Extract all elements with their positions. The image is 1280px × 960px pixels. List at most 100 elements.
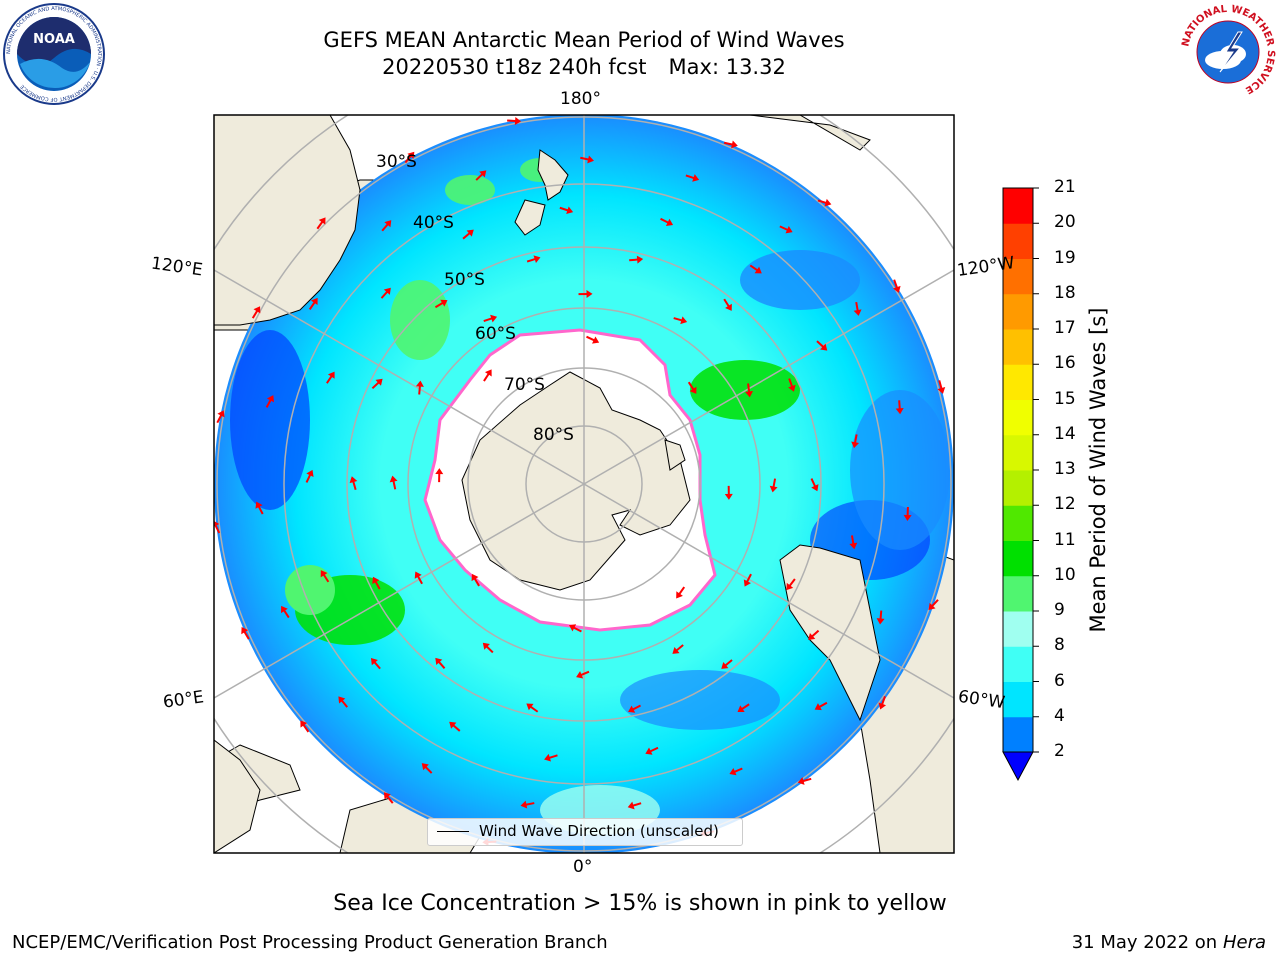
wave-arrow <box>788 378 796 392</box>
wave-arrow <box>729 767 743 776</box>
wave-arrow <box>559 206 574 215</box>
wave-arrow <box>723 298 732 311</box>
wave-arrow <box>471 573 480 587</box>
colorbar-tick-label: 13 <box>1054 459 1076 479</box>
wave-arrow <box>371 378 383 390</box>
footer-date: 31 May 2022 on Hera <box>1072 932 1266 953</box>
lat-label-30s: 30°S <box>376 152 417 172</box>
colorbar-tick-label: 14 <box>1054 423 1076 444</box>
wave-arrow <box>568 624 582 633</box>
colorbar-band <box>1003 223 1033 259</box>
wave-arrow <box>305 469 314 483</box>
wave-arrow <box>721 659 733 669</box>
wave-arrow <box>325 371 335 384</box>
wave-arrow <box>576 670 590 679</box>
wave-arrow <box>878 696 887 710</box>
wave-period-patches <box>230 158 950 835</box>
south-america-tip <box>779 544 881 722</box>
africa-tip <box>214 739 261 853</box>
plot-subtitle: 20220530 t18z 240h fcst Max: 13.32 <box>234 54 934 81</box>
wave-arrow <box>372 576 381 590</box>
wave-arrow <box>672 644 684 654</box>
wave-arrow <box>808 629 820 640</box>
lon-label-0: 0° <box>573 857 593 877</box>
wave-arrow <box>255 501 264 515</box>
wave-arrow <box>660 217 674 226</box>
colorbar-tick-label: 11 <box>1054 529 1076 550</box>
legend-line-sample <box>437 831 469 832</box>
wave-arrow <box>586 335 600 344</box>
wave-arrow <box>421 763 433 774</box>
wave-arrow <box>810 478 819 492</box>
footer-date-text: 31 May 2022 on <box>1071 932 1218 953</box>
plot-title: GEFS MEAN Antarctic Mean Period of Wind … <box>323 28 845 52</box>
wave-arrow <box>380 287 391 299</box>
colorbar-tick-label: 10 <box>1054 564 1076 585</box>
colorbar-tick-label: 4 <box>1054 705 1065 726</box>
wave-arrow <box>241 627 250 640</box>
wave-arrow <box>251 306 261 319</box>
wave-arrow <box>482 642 494 654</box>
colorbar-tick-label: 2 <box>1054 741 1065 761</box>
colorbar-tick-label: 17 <box>1054 318 1076 338</box>
wave-arrow <box>737 703 750 712</box>
colorbar-tick-label: 18 <box>1054 282 1076 303</box>
australia-land <box>214 115 361 326</box>
colorbar-band <box>1003 329 1033 365</box>
wave-arrow <box>281 605 290 619</box>
wave-direction-arrows <box>214 117 946 847</box>
wave-arrow <box>937 380 946 394</box>
wave-arrow <box>817 198 832 207</box>
colorbar-title: Mean Period of Wind Waves [s] <box>1086 307 1110 633</box>
wave-arrow <box>685 174 700 182</box>
wave-arrow <box>895 400 904 415</box>
forecast-run: 20220530 t18z 240h fcst <box>382 55 647 79</box>
wave-arrow <box>214 520 221 534</box>
wave-arrow <box>724 485 733 500</box>
colorbar-band <box>1003 646 1033 682</box>
wave-arrow <box>349 476 358 491</box>
wave-arrow <box>507 117 522 125</box>
wave-arrow <box>779 225 793 234</box>
legend-label: Wind Wave Direction (unscaled) <box>479 822 719 840</box>
colorbar-tick-label: 6 <box>1054 670 1065 691</box>
colorbar-tick-label: 15 <box>1054 388 1076 409</box>
colorbar-band <box>1003 399 1033 436</box>
wave-arrow <box>265 395 274 408</box>
wave-arrow <box>627 801 642 810</box>
lat-label-80s: 80°S <box>533 425 574 445</box>
wave-arrow <box>434 299 448 309</box>
wave-arrow <box>687 381 697 394</box>
colorbar-tick-label: 20 <box>1054 212 1076 233</box>
wave-arrow <box>814 701 828 711</box>
wave-arrow <box>308 297 318 310</box>
wave-arrow <box>544 753 558 762</box>
colorbar-band <box>1003 611 1033 647</box>
wave-arrow <box>645 746 659 755</box>
colorbar-under-extension <box>1002 751 1034 782</box>
max-value: Max: 13.32 <box>668 55 786 79</box>
wave-arrow <box>300 720 310 733</box>
colorbar-band <box>1003 258 1033 295</box>
wave-arrow <box>338 696 349 708</box>
noaa-logo: NOAA NATIONAL OCEANIC AND ATMOSPHERIC AD… <box>3 3 105 105</box>
nws-logo: NATIONAL WEATHER SERVICE <box>1179 3 1277 101</box>
colorbar-band <box>1003 364 1033 400</box>
lat-label-60s: 60°S <box>475 324 516 344</box>
colorbar-band <box>1003 681 1033 718</box>
lat-label-70s: 70°S <box>504 375 545 395</box>
wave-arrow <box>526 255 541 263</box>
wave-arrow <box>320 570 330 583</box>
wave-arrow <box>786 578 796 591</box>
wave-arrow <box>415 380 424 395</box>
colorbar-band <box>1003 293 1033 330</box>
wave-arrow <box>743 573 752 587</box>
sea-ice-caption: Sea Ice Concentration > 15% is shown in … <box>333 891 947 916</box>
colorbar-band <box>1003 716 1033 753</box>
wave-arrow <box>370 658 381 670</box>
colorbar-tick-label: 12 <box>1054 494 1076 515</box>
wave-arrow <box>893 279 901 293</box>
wave-arrow <box>383 792 394 804</box>
wave-arrow <box>580 155 594 164</box>
